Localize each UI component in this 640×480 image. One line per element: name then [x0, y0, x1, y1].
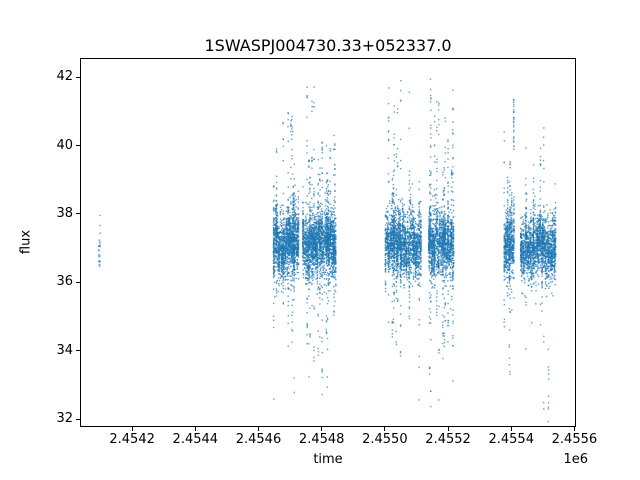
- x-tick-mark: [510, 427, 512, 431]
- x-tick-label: 2.4550: [362, 432, 408, 447]
- x-tick-label: 2.4546: [235, 432, 282, 447]
- chart-title: 1SWASPJ004730.33+052337.0: [204, 36, 452, 55]
- y-tick-label: 38: [56, 205, 73, 221]
- y-tick-mark: [76, 281, 80, 283]
- y-tick-label: 32: [56, 411, 73, 427]
- y-tick-mark: [76, 76, 80, 78]
- x-axis-offset-label: 1e6: [563, 452, 588, 467]
- y-tick-mark: [76, 213, 80, 215]
- x-tick-label: 2.4556: [551, 432, 598, 447]
- x-tick-mark: [573, 427, 575, 431]
- x-tick-label: 2.4544: [172, 432, 219, 447]
- x-tick-mark: [447, 427, 449, 431]
- y-tick-mark: [76, 418, 80, 420]
- x-tick-label: 2.4542: [109, 432, 155, 447]
- y-tick-mark: [76, 145, 80, 147]
- y-tick-mark: [76, 350, 80, 352]
- x-tick-label: 2.4548: [298, 432, 345, 447]
- y-tick-label: 42: [56, 69, 73, 85]
- x-tick-mark: [194, 427, 196, 431]
- x-tick-label: 2.4554: [488, 432, 534, 447]
- x-axis-label: time: [313, 452, 343, 467]
- x-tick-mark: [321, 427, 323, 431]
- y-tick-label: 36: [56, 274, 73, 290]
- scatter-points-canvas: [80, 58, 576, 427]
- x-tick-mark: [257, 427, 259, 431]
- y-tick-label: 40: [56, 137, 73, 153]
- x-tick-mark: [131, 427, 133, 431]
- y-tick-label: 34: [56, 342, 73, 358]
- x-tick-label: 2.4552: [425, 432, 471, 447]
- x-tick-mark: [384, 427, 386, 431]
- y-axis-label: flux: [18, 229, 34, 255]
